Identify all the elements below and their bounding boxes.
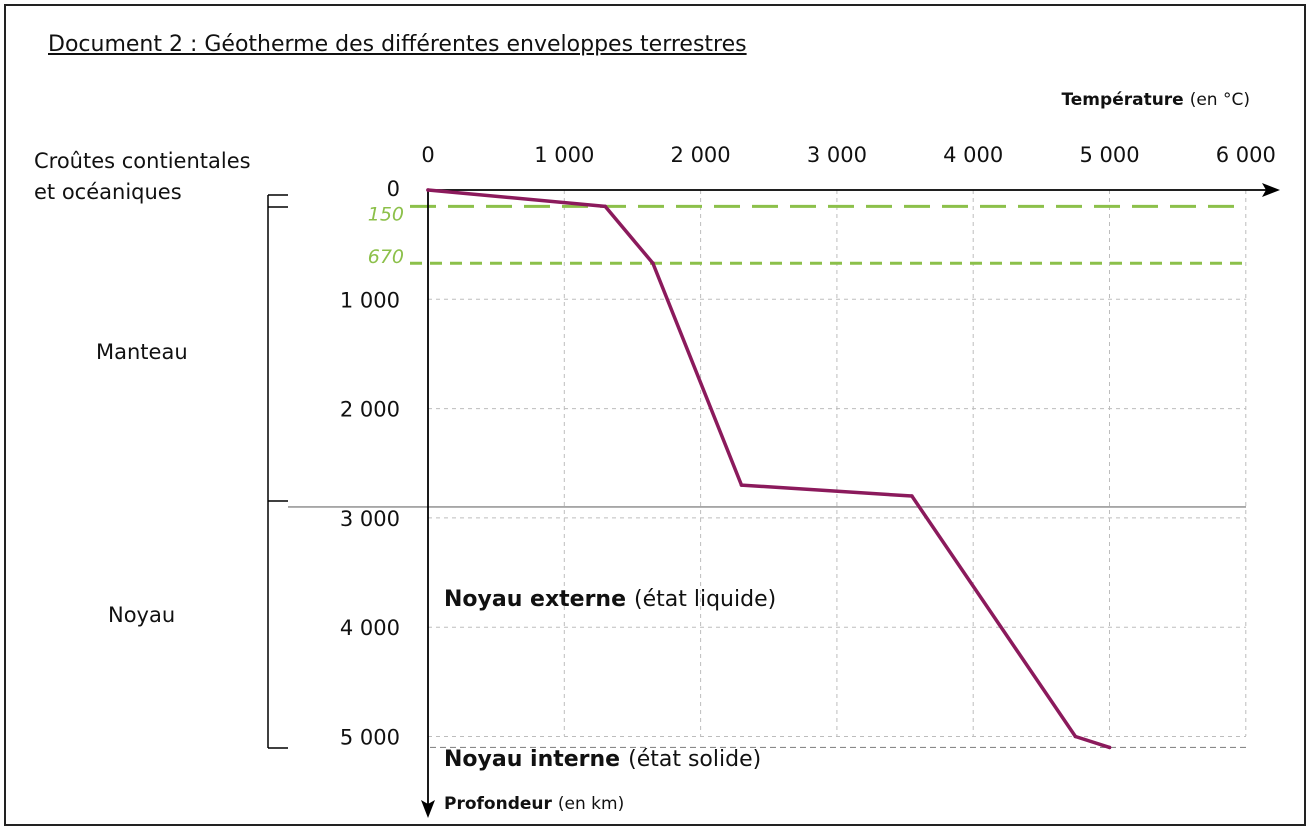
x-tick-label-2000: 2 000 <box>671 143 731 167</box>
curve-point-0 <box>426 188 430 192</box>
tick-labels: 0 1 000 2 000 3 000 4 000 5 000 6 000 0 1 000 2 0… <box>340 143 1276 750</box>
curve-point-4 <box>910 494 914 498</box>
inner-core-label: Noyau interne (état solide) <box>444 747 761 772</box>
y-tick-label-3000: 3 000 <box>340 507 400 531</box>
y-tick-label-2000: 2 000 <box>340 398 400 422</box>
curve-point-2 <box>651 261 655 266</box>
layer-bracket <box>267 194 288 749</box>
curve-point-3 <box>739 483 744 487</box>
geotherm-curve <box>426 188 1112 750</box>
limit-label-150: 150 <box>368 203 404 225</box>
y-axis-label: Profondeur (en km) <box>444 794 624 814</box>
limit-label-670: 670 <box>368 246 404 268</box>
x-tick-label-5000: 5 000 <box>1079 143 1139 167</box>
x-tick-label-4000: 4 000 <box>943 143 1003 167</box>
y-tick-label-1000: 1 000 <box>340 288 400 312</box>
curve-point-1 <box>603 204 607 209</box>
document-title: Document 2 : Géotherme des différentes e… <box>48 32 747 57</box>
x-tick-label-3000: 3 000 <box>807 143 867 167</box>
crust-label-line1: Croûtes contientales <box>34 149 251 173</box>
axes <box>421 183 1280 818</box>
x-axis-arrow <box>1262 183 1280 197</box>
outer-core-label: Noyau externe (état liquide) <box>444 587 776 612</box>
document-frame <box>4 4 1306 826</box>
curve-layer <box>426 188 1112 750</box>
y-tick-label-4000: 4 000 <box>340 616 400 640</box>
core-label: Noyau <box>108 603 175 627</box>
x-tick-label-1000: 1 000 <box>534 143 594 167</box>
x-axis-label: Température (en °C) <box>1061 90 1250 110</box>
grid <box>288 190 1247 749</box>
mantle-label: Manteau <box>96 340 188 364</box>
y-tick-label-5000: 5 000 <box>340 726 400 750</box>
y-tick-label-0: 0 <box>387 177 400 201</box>
crust-label-line2: et océaniques <box>34 180 182 204</box>
curve-point-5 <box>1073 734 1078 739</box>
x-tick-label-6000: 6 000 <box>1216 143 1276 167</box>
y-axis-arrow <box>421 800 435 818</box>
curve-point-6 <box>1107 745 1112 750</box>
limit-lines: 150 670 <box>368 203 1246 268</box>
x-tick-label-0: 0 <box>421 143 434 167</box>
